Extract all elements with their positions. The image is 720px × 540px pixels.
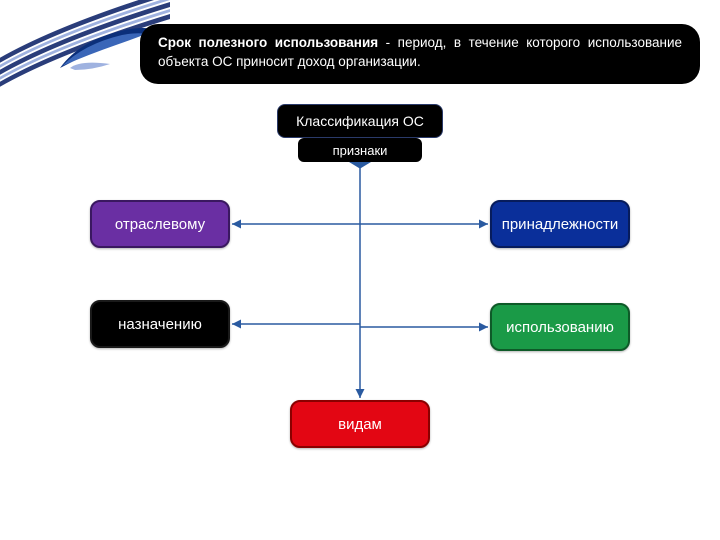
node-naznacheniyu: назначению <box>90 300 230 348</box>
signs-label-text: признаки <box>333 143 388 158</box>
node-prinadlezhnosti: принадлежности <box>490 200 630 248</box>
node-naznacheniyu-label: назначению <box>118 316 202 333</box>
classification-title: Классификация ОС <box>277 104 443 138</box>
node-vidam-label: видам <box>338 416 382 433</box>
node-ispolzovaniyu-label: использованию <box>506 319 614 336</box>
node-vidam: видам <box>290 400 430 448</box>
node-ispolzovaniyu: использованию <box>490 303 630 351</box>
node-prinadlezhnosti-label: принадлежности <box>502 216 619 233</box>
classification-title-text: Классификация ОС <box>296 113 424 129</box>
node-otraslevomu-label: отраслевому <box>115 216 205 233</box>
definition-box: Срок полезного использования - период, в… <box>140 24 700 84</box>
node-otraslevomu: отраслевому <box>90 200 230 248</box>
definition-term: Срок полезного использования <box>158 35 378 50</box>
signs-label: признаки <box>298 138 422 162</box>
